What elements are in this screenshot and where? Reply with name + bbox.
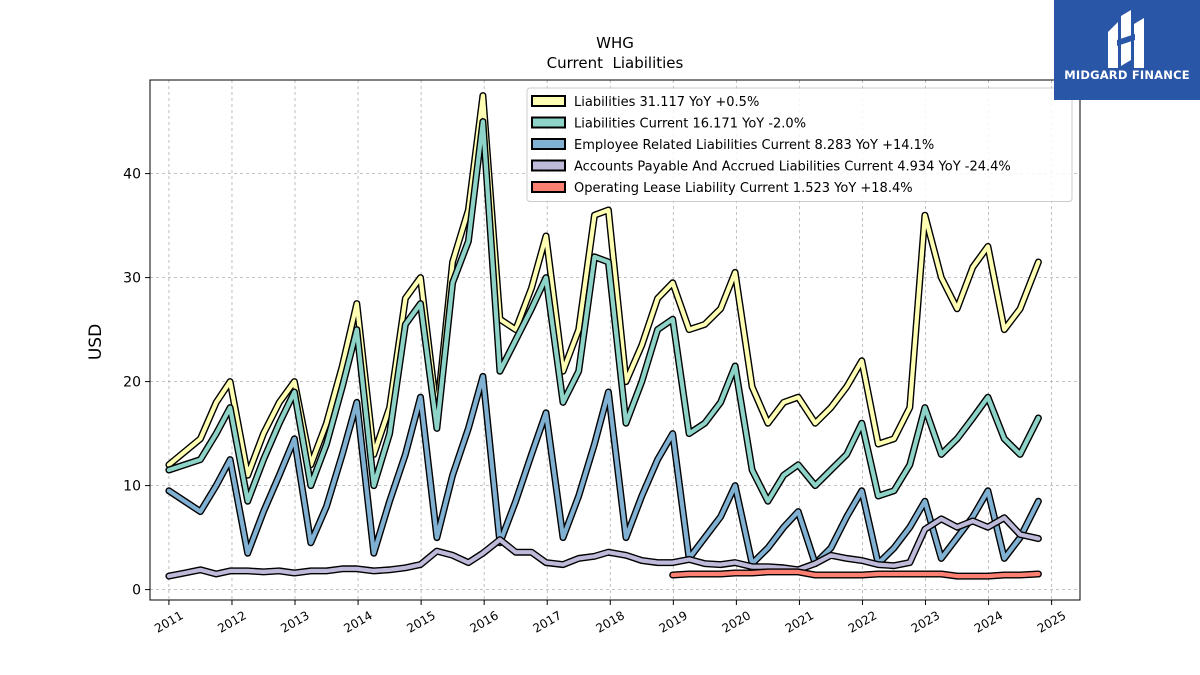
legend-swatch [531,138,566,150]
legend-box [526,87,1073,202]
y-tick-label: 0 [132,583,141,599]
legend-entry: Liabilities 31.117 YoY +0.5% [574,95,759,110]
series-1 [165,118,1042,505]
legend-entry: Operating Lease Liability Current 1.523 … [574,181,913,196]
x-tick-label: 2023 [909,608,942,635]
x-tick-label: 2016 [467,608,500,635]
y-tick-label: 20 [123,375,141,391]
x-tick-label: 2019 [657,608,690,635]
x-tick-label: 2015 [404,608,437,635]
midgard-logo-icon [1108,10,1144,68]
x-tick-label: 2021 [783,608,816,635]
x-tick-label: 2011 [152,608,185,635]
x-tick-label: 2014 [341,608,374,635]
legend-swatch [531,181,566,193]
legend-swatch [531,95,566,107]
chart-subtitle: Current Liabilities [547,54,684,72]
legend-entry: Accounts Payable And Accrued Liabilities… [574,160,1011,175]
x-tick-label: 2022 [846,608,879,635]
series-line [166,515,1041,579]
plot-frame [149,79,1081,601]
series-lines [165,92,1042,580]
y-tick-label: 40 [123,167,141,183]
chart-title: WHG [596,34,634,52]
series-2 [165,372,1042,568]
brand-name: MIDGARD FINANCE [1064,68,1190,82]
y-tick-label: 10 [123,479,141,495]
x-tick-label: 2017 [530,608,563,635]
x-tick-label: 2012 [215,608,248,635]
y-tick-label: 30 [123,271,141,287]
x-tick-label: 2020 [720,608,753,635]
x-tick-label: 2025 [1035,608,1068,635]
legend-entry: Liabilities Current 16.171 YoY -2.0% [574,117,806,132]
series-0 [165,92,1042,479]
series-line [670,569,1041,579]
series-line [166,119,1041,504]
x-tick-label: 2024 [972,608,1005,635]
y-axis-label: USD [86,324,106,360]
series-line [166,93,1041,478]
series-3 [165,514,1042,580]
legend: Liabilities 31.117 YoY +0.5% Liabilities … [526,87,1073,202]
x-tick-label: 2018 [594,608,627,635]
series-4 [669,568,1042,580]
series-line [166,374,1041,566]
legend-entry: Employee Related Liabilities Current 8.2… [574,138,934,153]
legend-swatch [531,159,566,172]
brand-logo: MIDGARD FINANCE [1054,0,1200,100]
legend-swatch [531,116,566,129]
x-tick-label: 2013 [278,608,311,635]
